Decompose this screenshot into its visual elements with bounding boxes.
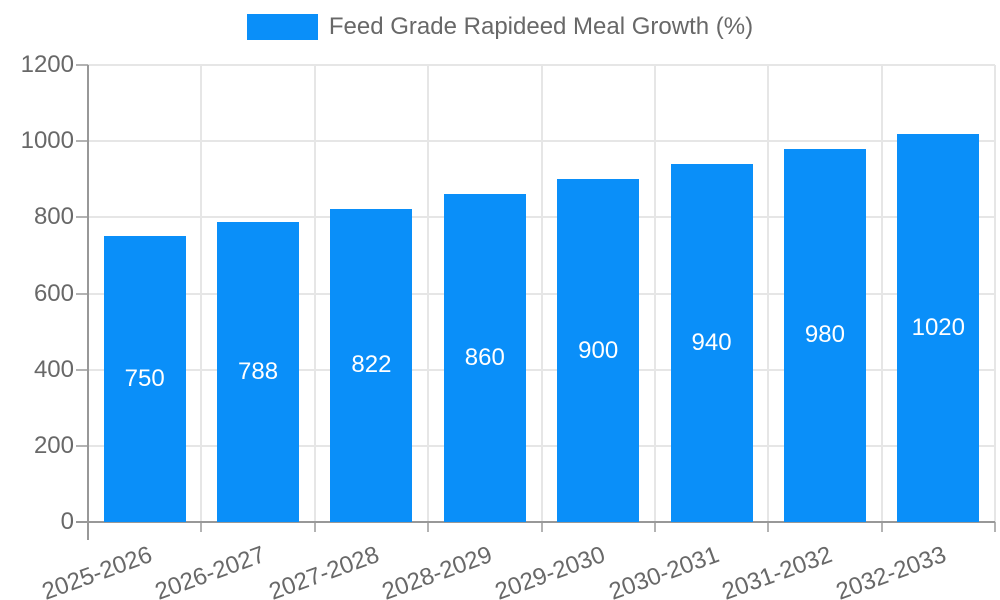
bar[interactable]: 822 bbox=[330, 208, 413, 522]
x-axis-category-label: 2025-2026 bbox=[38, 541, 156, 600]
bar-value-label: 822 bbox=[351, 351, 392, 379]
y-axis-tick-label: 1200 bbox=[20, 51, 74, 78]
x-tick-mark bbox=[427, 522, 430, 532]
bar-value-label: 940 bbox=[691, 329, 732, 356]
y-axis-tick-label: 200 bbox=[33, 431, 74, 459]
x-gridline bbox=[200, 65, 203, 522]
y-axis-tick-label: 800 bbox=[33, 203, 74, 231]
x-tick-mark bbox=[767, 522, 770, 532]
y-tick-mark bbox=[76, 64, 88, 66]
x-tick-mark bbox=[540, 522, 543, 532]
x-axis-category-label: 2028-2029 bbox=[378, 541, 496, 600]
x-tick-mark bbox=[880, 522, 883, 532]
legend-label: Feed Grade Rapideed Meal Growth (%) bbox=[328, 13, 754, 40]
bar[interactable]: 788 bbox=[217, 221, 300, 522]
y-axis-tick-label: 400 bbox=[33, 355, 74, 383]
x-axis-category-label: 2030-2031 bbox=[605, 541, 723, 600]
x-axis-line bbox=[78, 521, 995, 523]
bar-value-label: 1020 bbox=[911, 313, 965, 341]
y-tick-mark bbox=[76, 292, 88, 295]
bar[interactable]: 1020 bbox=[897, 133, 980, 522]
x-gridline bbox=[880, 65, 883, 522]
y-axis-tick-label: 600 bbox=[33, 279, 74, 307]
bar[interactable]: 750 bbox=[103, 236, 186, 522]
x-tick-mark bbox=[313, 522, 316, 532]
bar-value-label: 750 bbox=[124, 365, 165, 393]
x-axis-category-label: 2032-2033 bbox=[832, 541, 950, 600]
bar[interactable]: 980 bbox=[783, 148, 866, 522]
legend-swatch bbox=[246, 14, 318, 40]
y-tick-mark bbox=[76, 216, 88, 219]
x-gridline bbox=[313, 65, 316, 522]
y-tick-mark bbox=[76, 444, 88, 447]
x-tick-mark bbox=[200, 522, 203, 532]
y-tick-mark bbox=[76, 368, 88, 371]
x-gridline bbox=[994, 65, 996, 522]
bar-value-label: 900 bbox=[578, 336, 619, 364]
x-axis-category-label: 2026-2027 bbox=[151, 541, 269, 600]
x-axis-category-label: 2031-2032 bbox=[718, 541, 836, 600]
bar[interactable]: 860 bbox=[443, 194, 526, 522]
y-axis-tick-label: 0 bbox=[60, 508, 74, 535]
x-gridline bbox=[540, 65, 543, 522]
x-tick-mark bbox=[653, 522, 656, 532]
x-tick-mark bbox=[994, 522, 996, 532]
bar-value-label: 860 bbox=[464, 344, 505, 372]
y-axis-tick-label: 1000 bbox=[20, 127, 74, 155]
chart-legend[interactable]: Feed Grade Rapideed Meal Growth (%) bbox=[0, 13, 1000, 41]
bar-value-label: 788 bbox=[238, 357, 279, 385]
x-gridline bbox=[767, 65, 770, 522]
bar[interactable]: 940 bbox=[670, 164, 753, 522]
x-axis-category-label: 2027-2028 bbox=[265, 541, 383, 600]
x-gridline bbox=[653, 65, 656, 522]
bar-value-label: 980 bbox=[804, 321, 845, 349]
y-axis-line bbox=[87, 65, 89, 540]
bar[interactable]: 900 bbox=[557, 179, 640, 522]
x-axis-category-label: 2029-2030 bbox=[491, 541, 610, 600]
y-tick-mark bbox=[76, 140, 88, 143]
x-gridline bbox=[427, 65, 430, 522]
